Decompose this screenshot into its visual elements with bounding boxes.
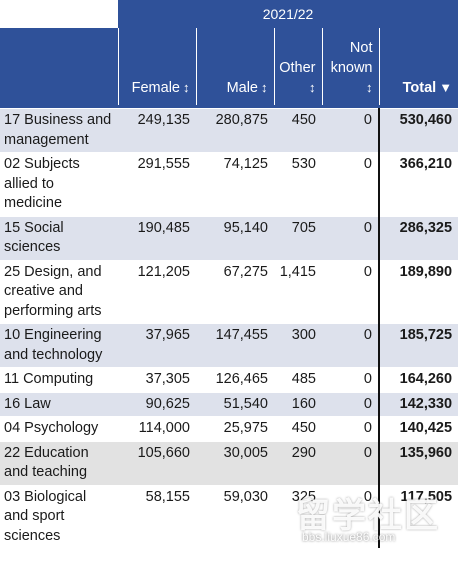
year-header: 2021/22 [118, 0, 458, 28]
male-cell: 74,125 [196, 152, 274, 216]
other-cell: 450 [274, 416, 322, 441]
subject-gender-table: 2021/22 Female ↕ Male ↕ Other ↕ Not known ↕ T… [0, 0, 458, 548]
not-known-cell: 0 [322, 484, 379, 548]
subject-cell: 15 Social sciences [0, 215, 118, 260]
column-label-line2: known [330, 60, 373, 76]
female-cell: 105,660 [118, 440, 196, 485]
column-label: Female [131, 80, 180, 96]
subject-cell: 22 Education and teaching [0, 440, 118, 485]
total-cell: 164,260 [377, 367, 458, 392]
female-cell: 114,000 [118, 416, 196, 441]
not-known-cell: 0 [322, 152, 379, 216]
male-cell: 126,465 [196, 367, 274, 392]
other-cell: 290 [274, 440, 322, 485]
sort-updown-icon[interactable]: ↕ [366, 80, 373, 95]
not-known-cell: 0 [322, 108, 379, 153]
column-label: Total [402, 80, 437, 96]
other-cell: 300 [274, 323, 322, 368]
subject-cell: 04 Psychology [0, 416, 118, 441]
not-known-cell: 0 [322, 259, 379, 324]
female-cell: 291,555 [118, 152, 196, 216]
male-cell: 51,540 [196, 391, 274, 417]
male-cell: 25,975 [196, 416, 274, 441]
female-cell: 37,965 [118, 323, 196, 368]
other-cell: 530 [274, 152, 322, 216]
total-cell: 117,505 [377, 484, 458, 548]
not-known-column-header[interactable]: Not known ↕ [321, 28, 379, 105]
female-cell: 90,625 [118, 391, 196, 417]
subject-cell: 11 Computing [0, 367, 118, 392]
other-cell: 160 [274, 391, 322, 417]
table-row: 10 Engineering and technology 37,965 147… [0, 323, 458, 368]
subject-cell: 03 Biological and sport sciences [0, 484, 118, 548]
sort-updown-icon[interactable]: ↕ [261, 80, 268, 95]
female-cell: 190,485 [118, 215, 196, 260]
not-known-cell: 0 [322, 391, 379, 417]
table-row: 22 Education and teaching 105,660 30,005… [0, 440, 458, 485]
subject-cell: 16 Law [0, 391, 118, 417]
table-row: 11 Computing 37,305 126,465 485 0 164,26… [0, 367, 458, 392]
female-cell: 121,205 [118, 259, 196, 324]
not-known-cell: 0 [322, 215, 379, 260]
total-cell: 142,330 [377, 391, 458, 417]
table-row: 03 Biological and sport sciences 58,155 … [0, 484, 458, 548]
total-cell: 366,210 [377, 152, 458, 216]
other-cell: 450 [274, 108, 322, 153]
sort-updown-icon[interactable]: ↕ [309, 80, 316, 95]
male-cell: 280,875 [196, 108, 274, 153]
table-row: 04 Psychology 114,000 25,975 450 0 140,4… [0, 416, 458, 441]
sort-updown-icon[interactable]: ↕ [183, 80, 190, 95]
table-row: 17 Business and management 249,135 280,8… [0, 108, 458, 153]
other-cell: 485 [274, 367, 322, 392]
other-cell: 325 [274, 484, 322, 548]
male-cell: 147,455 [196, 323, 274, 368]
female-cell: 249,135 [118, 108, 196, 153]
subject-column-header [0, 28, 118, 105]
female-cell: 37,305 [118, 367, 196, 392]
header-blank-cell [0, 0, 118, 28]
other-cell: 1,415 [274, 259, 322, 324]
female-cell: 58,155 [118, 484, 196, 548]
total-cell: 530,460 [377, 108, 458, 153]
total-cell: 189,890 [377, 259, 458, 324]
table-row: 02 Subjects allied to medicine 291,555 7… [0, 152, 458, 216]
column-label: Male [226, 80, 258, 96]
column-label: Other [279, 60, 316, 76]
not-known-cell: 0 [322, 440, 379, 485]
total-cell: 185,725 [377, 323, 458, 368]
total-cell: 135,960 [377, 440, 458, 485]
female-column-header[interactable]: Female ↕ [117, 28, 196, 105]
total-cell: 140,425 [377, 416, 458, 441]
sort-down-icon[interactable]: ▼ [439, 80, 453, 95]
subject-cell: 10 Engineering and technology [0, 323, 118, 368]
not-known-cell: 0 [322, 323, 379, 368]
not-known-cell: 0 [322, 416, 379, 441]
male-column-header[interactable]: Male ↕ [195, 28, 274, 105]
total-cell: 286,325 [377, 215, 458, 260]
male-cell: 95,140 [196, 215, 274, 260]
table-row: 16 Law 90,625 51,540 160 0 142,330 [0, 391, 458, 417]
subject-cell: 02 Subjects allied to medicine [0, 152, 118, 216]
other-cell: 705 [274, 215, 322, 260]
column-label-line1: Not [349, 40, 373, 56]
table-row: 25 Design, and creative and performing a… [0, 259, 458, 324]
subject-cell: 25 Design, and creative and performing a… [0, 259, 118, 324]
subject-cell: 17 Business and management [0, 108, 118, 153]
other-column-header[interactable]: Other ↕ [273, 28, 322, 105]
male-cell: 59,030 [196, 484, 274, 548]
not-known-cell: 0 [322, 367, 379, 392]
male-cell: 67,275 [196, 259, 274, 324]
table-row: 15 Social sciences 190,485 95,140 705 0 … [0, 215, 458, 260]
male-cell: 30,005 [196, 440, 274, 485]
total-column-header[interactable]: Total ▼ [378, 28, 458, 105]
